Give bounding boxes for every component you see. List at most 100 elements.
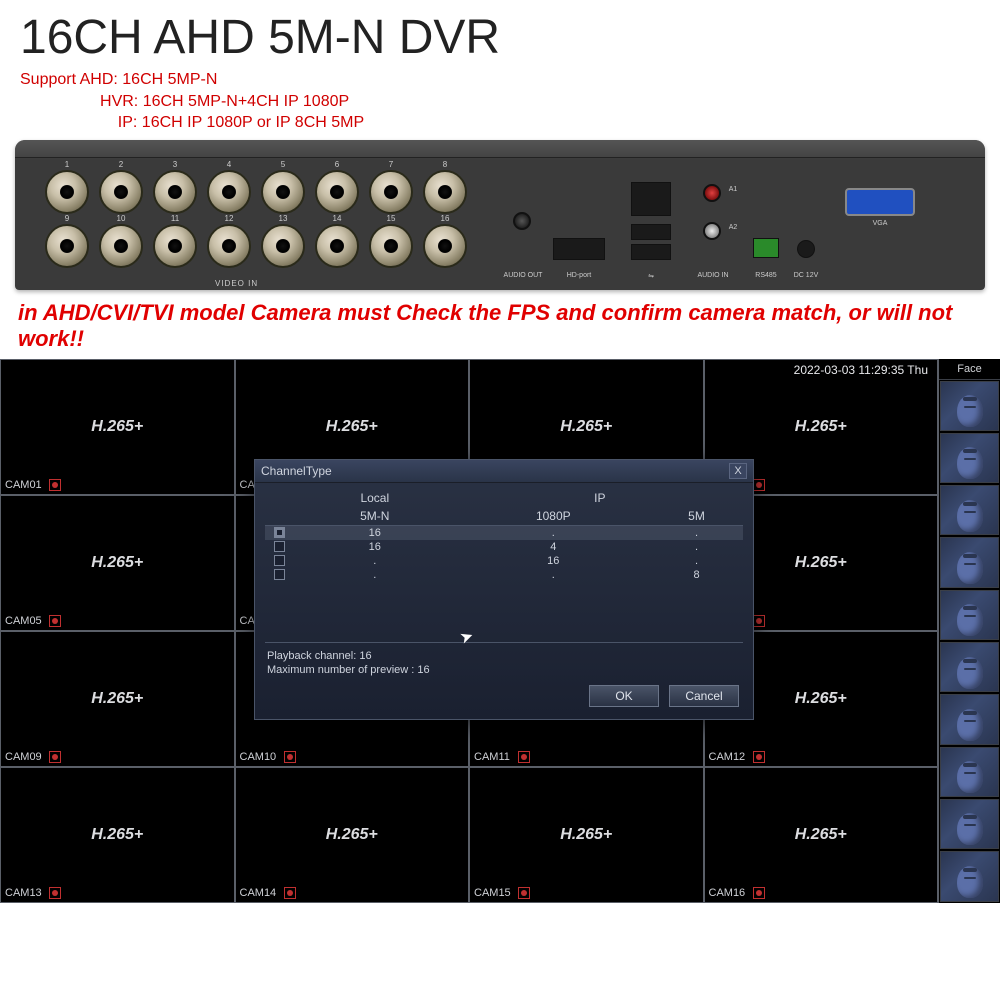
channel-row[interactable]: 16.. <box>265 525 743 540</box>
record-icon <box>284 751 296 763</box>
face-thumb[interactable] <box>940 642 999 692</box>
cell: 16 <box>457 554 650 568</box>
cell: 4 <box>457 540 650 554</box>
face-column: Face <box>938 359 1000 903</box>
face-thumb[interactable] <box>940 590 999 640</box>
col-1080p: 1080P <box>457 507 650 526</box>
dc12v-port <box>797 240 815 258</box>
bnc-port-3: 3 <box>153 170 197 214</box>
codec-label: H.265+ <box>560 826 612 844</box>
codec-label: H.265+ <box>326 826 378 844</box>
video-in-label: VIDEO IN <box>215 279 258 288</box>
cancel-button[interactable]: Cancel <box>669 685 739 707</box>
camera-label: CAM11 <box>474 751 510 763</box>
group-local: Local <box>293 489 457 507</box>
channel-type-dialog: ChannelType X Local IP 5M-N 1080P 5M 16.… <box>254 459 754 720</box>
record-icon <box>518 751 530 763</box>
codec-label: H.265+ <box>795 554 847 572</box>
dvr-device-rear: 12345678910111213141516 VIDEO IN AUDIO O… <box>15 140 985 290</box>
bnc-port-12: 12 <box>207 224 251 268</box>
face-thumb[interactable] <box>940 747 999 797</box>
codec-label: H.265+ <box>91 826 143 844</box>
row-checkbox[interactable] <box>274 555 285 566</box>
hdmi-port <box>553 238 605 260</box>
rs485-port <box>753 238 779 258</box>
audio-in-a2 <box>703 222 721 240</box>
camera-tile-cam16[interactable]: H.265+ CAM16 <box>704 767 939 903</box>
spec-line-hvr: HVR: 16CH 5MP-N+4CH IP 1080P <box>20 91 980 113</box>
face-header: Face <box>939 359 1000 380</box>
page-title: 16CH AHD 5M-N DVR <box>0 0 1000 69</box>
bnc-port-6: 6 <box>315 170 359 214</box>
codec-label: H.265+ <box>326 418 378 436</box>
codec-label: H.265+ <box>795 418 847 436</box>
row-checkbox[interactable] <box>274 527 285 538</box>
vga-label: VGA <box>873 220 888 227</box>
camera-tile-cam05[interactable]: H.265+ CAM05 <box>0 495 235 631</box>
bnc-port-11: 11 <box>153 224 197 268</box>
bnc-port-9: 9 <box>45 224 89 268</box>
camera-tile-cam14[interactable]: H.265+CAM14 <box>235 767 470 903</box>
hd-port-label: HD-port <box>567 272 592 279</box>
cell: 16 <box>293 540 457 554</box>
camera-tile-cam09[interactable]: H.265+CAM09 <box>0 631 235 767</box>
codec-label: H.265+ <box>795 690 847 708</box>
bnc-port-14: 14 <box>315 224 359 268</box>
cell: . <box>650 554 743 568</box>
camera-label: CAM05 <box>5 615 42 627</box>
codec-label: H.265+ <box>560 418 612 436</box>
dialog-titlebar[interactable]: ChannelType X <box>255 460 753 483</box>
codec-label: H.265+ <box>91 554 143 572</box>
face-thumb[interactable] <box>940 537 999 587</box>
record-icon <box>753 479 765 491</box>
usb-port-2 <box>631 244 671 260</box>
codec-label: H.265+ <box>91 418 143 436</box>
rs485-label: RS485 <box>755 272 776 279</box>
bnc-port-15: 15 <box>369 224 413 268</box>
camera-tile-cam15[interactable]: H.265+ CAM15 <box>469 767 704 903</box>
timestamp: 2022-03-03 11:29:35 Thu <box>794 363 928 377</box>
channel-row[interactable]: .16. <box>265 554 743 568</box>
col-5mn: 5M-N <box>293 507 457 526</box>
ok-button[interactable]: OK <box>589 685 659 707</box>
bnc-port-2: 2 <box>99 170 143 214</box>
camera-label: CAM15 <box>474 887 511 899</box>
spec-block: Support AHD: 16CH 5MP-N HVR: 16CH 5MP-N+… <box>0 69 1000 140</box>
face-thumb[interactable] <box>940 381 999 431</box>
bnc-port-8: 8 <box>423 170 467 214</box>
record-icon <box>753 887 765 899</box>
face-thumb[interactable] <box>940 851 999 901</box>
spec-line-ip: IP: 16CH IP 1080P or IP 8CH 5MP <box>20 112 980 134</box>
row-checkbox[interactable] <box>274 569 285 580</box>
a2-label: A2 <box>729 224 738 231</box>
record-icon <box>284 887 296 899</box>
face-thumb[interactable] <box>940 694 999 744</box>
dvr-screen: 2022-03-03 11:29:35 Thu H.265+CAM01H.265… <box>0 359 1000 903</box>
playback-channel-line: Playback channel: 16 <box>265 649 743 663</box>
camera-label: CAM09 <box>5 751 42 763</box>
channel-table: Local IP 5M-N 1080P 5M 16..164..16...8 <box>265 489 743 582</box>
cell: . <box>293 554 457 568</box>
face-thumb[interactable] <box>940 433 999 483</box>
audio-in-label: AUDIO IN <box>697 272 728 279</box>
face-thumb[interactable] <box>940 799 999 849</box>
camera-tile-cam01[interactable]: H.265+CAM01 <box>0 359 235 495</box>
bnc-port-7: 7 <box>369 170 413 214</box>
codec-label: H.265+ <box>795 826 847 844</box>
bnc-port-1: 1 <box>45 170 89 214</box>
audio-out-label: AUDIO OUT <box>504 272 543 279</box>
record-icon <box>49 887 61 899</box>
channel-row[interactable]: ..8 <box>265 568 743 582</box>
camera-label: CAM16 <box>709 887 746 899</box>
audio-out-jack <box>513 212 531 230</box>
row-checkbox[interactable] <box>274 541 285 552</box>
vga-port <box>845 188 915 216</box>
channel-row[interactable]: 164. <box>265 540 743 554</box>
face-thumb[interactable] <box>940 485 999 535</box>
spec-line-ahd: Support AHD: 16CH 5MP-N <box>20 69 980 91</box>
usb-port-1 <box>631 224 671 240</box>
camera-tile-cam13[interactable]: H.265+CAM13 <box>0 767 235 903</box>
ethernet-port <box>631 182 671 216</box>
close-icon[interactable]: X <box>729 463 747 479</box>
record-icon <box>49 479 61 491</box>
